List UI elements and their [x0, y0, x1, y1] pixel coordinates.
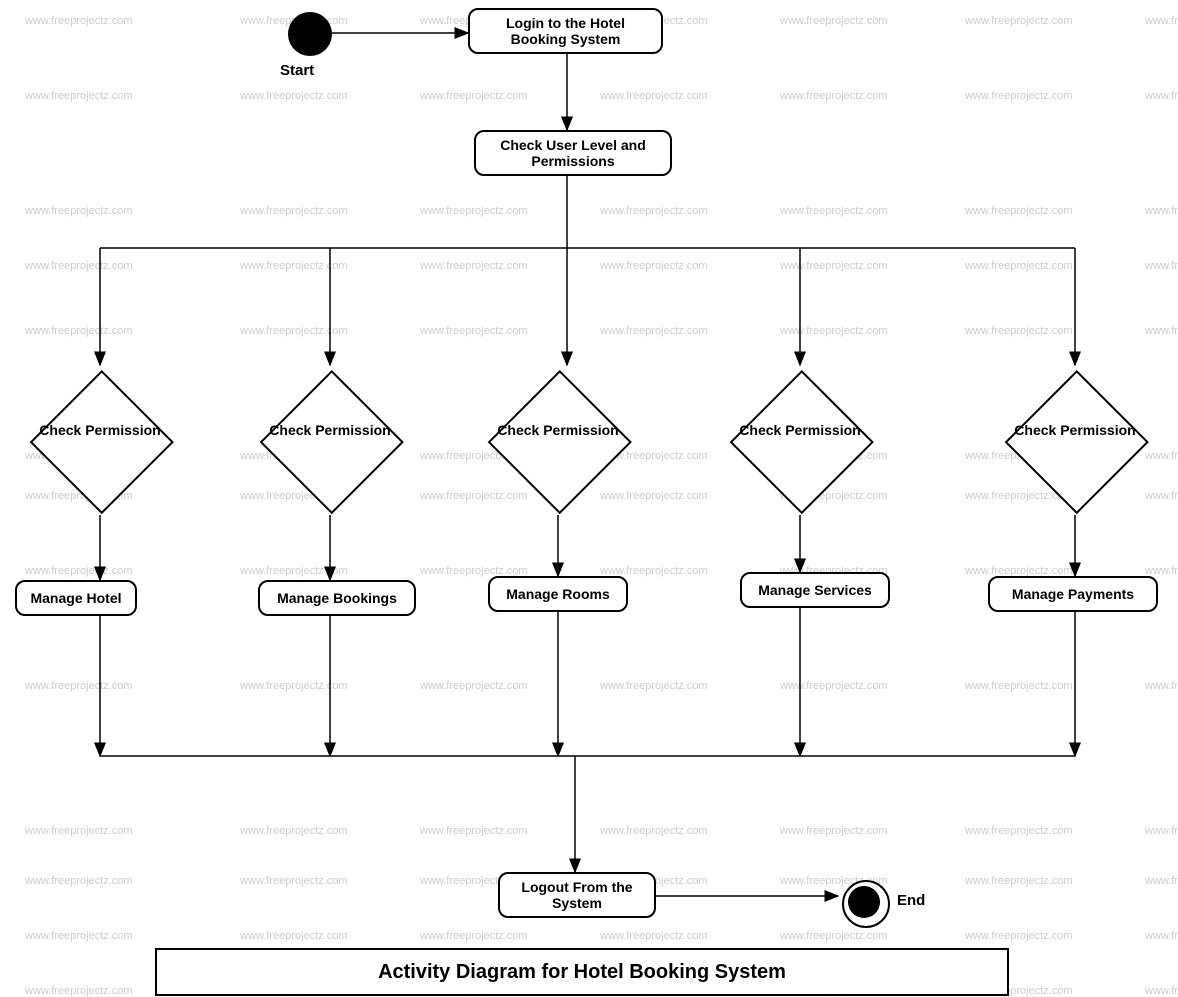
decision-d4: Check Permission — [735, 375, 865, 505]
node-logout: Logout From the System — [498, 872, 656, 918]
node-label: Manage Rooms — [506, 586, 609, 602]
end-label: End — [897, 892, 925, 909]
node-label: Manage Hotel — [30, 590, 121, 606]
start-node — [288, 12, 332, 56]
node-check: Check User Level and Permissions — [474, 130, 672, 176]
decision-d5: Check Permission — [1010, 375, 1140, 505]
decision-label: Check Permission — [735, 422, 865, 438]
decision-label: Check Permission — [265, 422, 395, 438]
decision-d2: Check Permission — [265, 375, 395, 505]
diagram-title-text: Activity Diagram for Hotel Booking Syste… — [378, 961, 786, 984]
node-label: Manage Bookings — [277, 590, 397, 606]
decision-label: Check Permission — [493, 422, 623, 438]
node-mhotel: Manage Hotel — [15, 580, 137, 616]
node-mpay: Manage Payments — [988, 576, 1158, 612]
decision-d1: Check Permission — [35, 375, 165, 505]
node-label: Login to the Hotel Booking System — [480, 15, 651, 47]
decision-d3: Check Permission — [493, 375, 623, 505]
activity-diagram: Start Login to the Hotel Booking System C… — [0, 0, 1178, 994]
node-label: Manage Services — [758, 582, 872, 598]
node-mbook: Manage Bookings — [258, 580, 416, 616]
node-login: Login to the Hotel Booking System — [468, 8, 663, 54]
node-mserv: Manage Services — [740, 572, 890, 608]
decision-label: Check Permission — [35, 422, 165, 438]
node-label: Logout From the System — [510, 879, 644, 911]
node-mrooms: Manage Rooms — [488, 576, 628, 612]
node-label: Manage Payments — [1012, 586, 1134, 602]
node-label: Check User Level and Permissions — [486, 137, 660, 169]
decision-label: Check Permission — [1010, 422, 1140, 438]
end-node-inner — [848, 886, 880, 918]
diagram-title: Activity Diagram for Hotel Booking Syste… — [155, 948, 1009, 996]
start-label: Start — [280, 62, 314, 79]
